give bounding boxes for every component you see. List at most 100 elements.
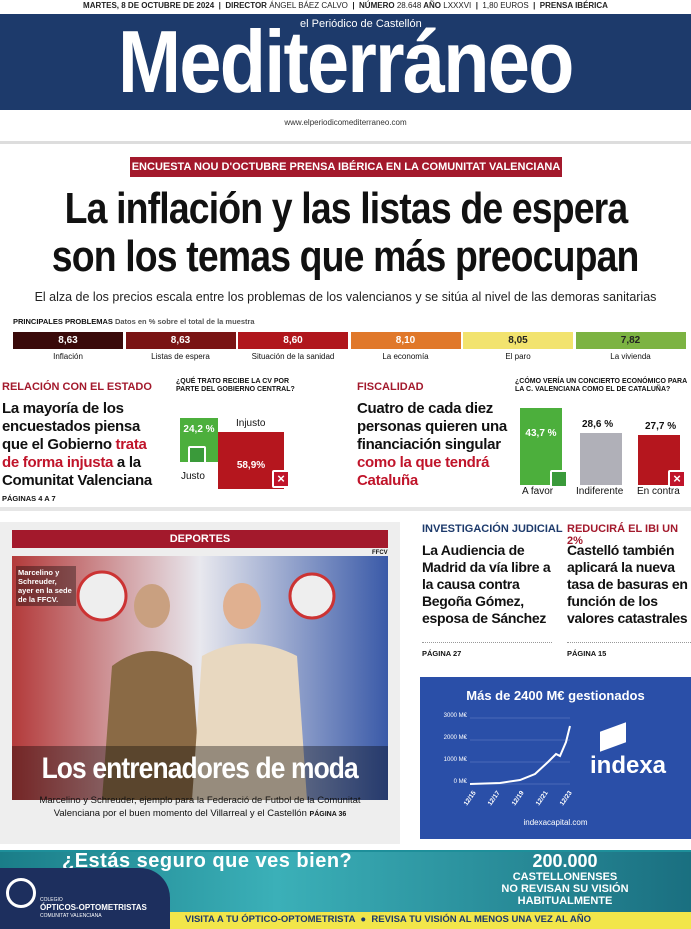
divider xyxy=(0,141,691,144)
ad-figure: 200.000 xyxy=(532,851,598,871)
problem-bar: 8,05 xyxy=(463,332,573,349)
answer-label: Indiferente xyxy=(576,486,624,497)
page-ref: PÁGINA 27 xyxy=(422,649,462,658)
price: 1,80 EUROS xyxy=(482,1,529,10)
answer-value: 27,7 % xyxy=(645,421,677,432)
answer-value: 24,2 % xyxy=(183,424,215,435)
answer-bar xyxy=(580,433,622,485)
director: ÁNGEL BÁEZ CALVO xyxy=(269,1,348,10)
site-url: www.elperiodicomediterraneo.com xyxy=(284,118,407,127)
logo-line: COLEGIO xyxy=(40,897,63,903)
ad-question: ¿Estás seguro que ves bien? xyxy=(62,850,353,872)
jacket xyxy=(102,651,202,800)
logo-text: COLEGIO ÓPTICOS-OPTOMETRISTAS COMUNITAT VA… xyxy=(40,896,147,920)
brief-headline: La Audiencia de Madrid da vía libre a la… xyxy=(422,542,551,626)
date: MARTES, 8 DE OCTUBRE DE 2024 xyxy=(83,1,215,10)
problem-label: La economía xyxy=(382,352,429,361)
headline-part: La mayoría de los encuestados piensa que… xyxy=(2,400,140,453)
divider xyxy=(0,507,691,511)
headline-part: a la Comunitat Valenciana xyxy=(2,454,152,489)
problems-note: Datos en % sobre el total de la muestra xyxy=(114,317,255,326)
section-bar: DEPORTES xyxy=(12,530,388,548)
problem-bar: 8,60 xyxy=(238,332,348,349)
masthead-title: Mediterráneo xyxy=(118,12,574,111)
footer-text: VISITA A TU ÓPTICO-OPTOMETRISTA xyxy=(185,914,356,925)
sports-photo xyxy=(12,556,388,800)
headline-highlight: trata de forma injusta xyxy=(2,436,147,471)
answer-value: 43,7 % xyxy=(525,428,557,439)
claim-line: CASTELLONENSES xyxy=(512,871,618,883)
section-label: REDUCIRÁ EL IBI UN 2% xyxy=(567,523,679,547)
fiscal-question: ¿CÓMO VERÍA UN CONCIERTO ECONÓMICO PARA … xyxy=(515,378,687,393)
problem-label: Listas de espera xyxy=(151,352,210,361)
number: 28.648 xyxy=(396,1,422,10)
check-icon xyxy=(188,446,206,464)
page-ref: PÁGINA 36 xyxy=(309,811,347,818)
photo-illustration xyxy=(12,556,388,800)
number-label: NÚMERO xyxy=(359,1,395,10)
footer-text: REVISA TU VISIÓN AL MENOS UNA VEZ AL AÑO xyxy=(371,914,591,925)
state-question: ¿QUÉ TRATO RECIBE LA CV POR PARTE DEL GO… xyxy=(176,378,295,393)
photo-caption: Marcelino y Schreuder, ayer en la sede d… xyxy=(16,566,76,606)
answer-label: En contra xyxy=(637,486,680,497)
sports-headline: Los entrenadores de moda xyxy=(41,752,359,785)
answer-label: A favor xyxy=(522,486,554,497)
answer-label: Justo xyxy=(181,471,205,482)
shirt xyxy=(192,643,307,800)
photo-shade xyxy=(12,746,388,800)
logo-mark xyxy=(6,878,36,908)
group: PRENSA IBÉRICA xyxy=(539,1,608,10)
state-headline: La mayoría de los encuestados piensa que… xyxy=(2,400,167,490)
headline-text: La inflación y las listas de espera xyxy=(64,184,628,233)
problem-label: Inflación xyxy=(53,352,83,361)
logo-line: COMUNITAT VALENCIANA xyxy=(40,913,102,919)
director-label: DIRECTOR xyxy=(225,1,267,10)
logo-line: ÓPTICOS-OPTOMETRISTAS xyxy=(40,903,147,912)
problem-label: El paro xyxy=(505,352,531,361)
cross-icon: × xyxy=(668,470,686,488)
section-label: INVESTIGACIÓN JUDICIAL xyxy=(422,523,563,535)
ad-y-label: 3000 M€ xyxy=(443,713,467,719)
lead-subhead: El alza de los precios escala entre los … xyxy=(34,290,657,304)
indexa-ad xyxy=(420,677,691,839)
headline-highlight: como la que tendrá Cataluña xyxy=(357,454,490,489)
problem-bar: 8,63 xyxy=(125,332,236,349)
problems-label: PRINCIPALES PROBLEMAS Datos en % sobre e… xyxy=(13,317,255,326)
problem-label: Situación de la sanidad xyxy=(251,352,335,361)
fiscal-headline: Cuatro de cada diez personas quieren una… xyxy=(357,400,507,490)
brief-headline: Castelló también aplicará la nueva tasa … xyxy=(567,542,688,626)
answer-label: Injusto xyxy=(236,418,266,429)
sports-summary: Marcelino y Schreuder, ejemplo para la F… xyxy=(20,794,380,821)
problem-bar: 8,10 xyxy=(350,332,461,349)
section-label: FISCALIDAD xyxy=(357,381,424,393)
problems-title: PRINCIPALES PROBLEMAS xyxy=(13,317,113,326)
problem-bar: 7,82 xyxy=(575,332,686,349)
ad-graph xyxy=(470,717,571,785)
ad-claim: CASTELLONENSES NO REVISAN SU VISIÓN HABITU… xyxy=(440,871,690,907)
headline-part: Cuatro de cada diez personas quieren una… xyxy=(357,400,507,453)
dots xyxy=(422,642,552,643)
ad-brand: indexa xyxy=(590,752,667,779)
page-ref: PÁGINAS 4 A 7 xyxy=(2,494,56,503)
section-label: RELACIÓN CON EL ESTADO xyxy=(2,381,152,393)
ad-url: indexacapital.com xyxy=(523,818,588,827)
summary-text: Marcelino y Schreuder, ejemplo para la F… xyxy=(39,795,361,819)
masthead-subtitle: el Periódico de Castellón xyxy=(300,18,422,30)
ad-footer-bar xyxy=(0,912,691,929)
top-bar: MARTES, 8 DE OCTUBRE DE 2024 | DIRECTOR … xyxy=(83,1,608,10)
problem-bar: 8,63 xyxy=(13,332,123,349)
dots xyxy=(567,642,691,643)
page-ref: PÁGINA 15 xyxy=(567,649,607,658)
masthead xyxy=(0,14,691,110)
claim-line: NO REVISAN SU VISIÓN xyxy=(501,883,629,895)
lead-kicker: ENCUESTA NOU D'OCTUBRE PRENSA IBÉRICA EN… xyxy=(130,157,562,177)
face xyxy=(223,583,261,629)
check-icon xyxy=(550,470,568,488)
logo-shape xyxy=(76,570,128,622)
photo-credit: FFCV xyxy=(372,550,388,556)
ad-y-label: 1000 M€ xyxy=(443,757,467,763)
sports-headline-wrap: Los entrenadores de moda xyxy=(12,752,388,786)
claim-line: HABITUALMENTE xyxy=(517,895,613,907)
answer-value: 58,9% xyxy=(236,460,266,471)
